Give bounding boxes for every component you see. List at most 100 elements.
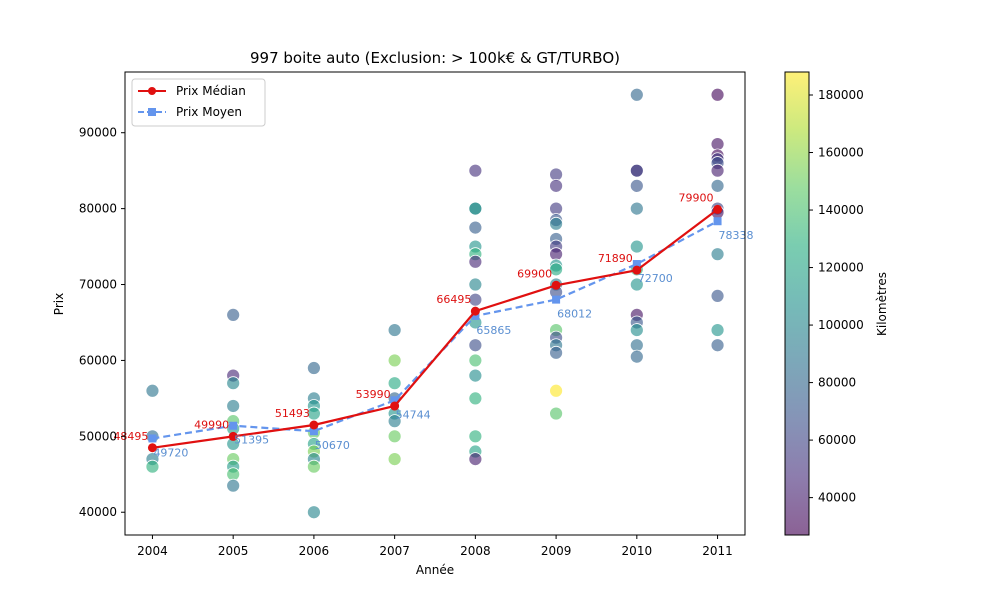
- y-tick-label: 80000: [79, 202, 117, 216]
- x-tick-label: 2011: [702, 544, 733, 558]
- colorbar-frame: [784, 71, 810, 536]
- scatter-point: [226, 376, 241, 391]
- scatter-point: [710, 163, 725, 178]
- scatter-point: [468, 391, 483, 406]
- median-marker: [390, 401, 400, 411]
- x-axis-title: Année: [416, 563, 454, 577]
- median-marker: [309, 420, 319, 430]
- colorbar-gradient: [785, 72, 809, 535]
- scatter-point: [549, 406, 563, 421]
- colorbar-ticks: 40000 60000 80000 100000 120000 140000 160000 1…: [809, 88, 864, 505]
- x-tick-label: 2008: [460, 544, 491, 558]
- scatter-point: [145, 383, 160, 398]
- mean-data-label: 50670: [315, 439, 350, 452]
- median-line: [152, 208, 719, 449]
- median-data-label: 48495: [113, 430, 148, 443]
- mean-marker: [390, 396, 399, 405]
- y-tick-label: 90000: [79, 126, 117, 140]
- mean-data-label: 78338: [719, 229, 754, 242]
- median-data-label: 49990: [194, 418, 229, 431]
- median-marker: [470, 306, 480, 316]
- median-marker: [713, 204, 723, 214]
- scatter-point: [549, 216, 563, 231]
- scatter-point: [710, 87, 725, 102]
- colorbar-tick-label: 120000: [818, 261, 864, 275]
- scatter-point: [468, 368, 483, 383]
- scatter-point: [468, 201, 483, 216]
- scatter-point: [307, 361, 321, 375]
- mean-marker: [632, 260, 641, 269]
- x-tick-label: 2007: [379, 544, 410, 558]
- colorbar-title: Kilomètres: [875, 272, 889, 336]
- mean-marker: [713, 217, 722, 226]
- scatter-point: [629, 277, 644, 292]
- median-data-label: 71890: [598, 252, 633, 265]
- scatter-point: [549, 345, 563, 360]
- colorbar-tick-label: 100000: [818, 318, 864, 332]
- scatter-point: [468, 163, 483, 178]
- scatter-point: [307, 459, 321, 474]
- y-tick-label: 40000: [79, 505, 117, 519]
- mean-data-label: 49720: [153, 446, 188, 459]
- scatter-point: [710, 338, 725, 353]
- legend-mean-marker: [148, 108, 156, 116]
- scatter-point: [226, 478, 241, 493]
- y-tick-label: 50000: [79, 429, 117, 443]
- scatter-point: [226, 307, 241, 322]
- scatter-point: [468, 353, 483, 368]
- median-data-label: 79900: [679, 191, 714, 204]
- mean-marker: [229, 421, 238, 430]
- legend-median-marker: [148, 87, 156, 95]
- legend: Prix Médian Prix Moyen: [131, 78, 266, 127]
- colorbar-tick-label: 60000: [818, 433, 856, 447]
- colorbar-tick-label: 140000: [818, 203, 864, 217]
- y-axis-title: Prix: [52, 293, 66, 315]
- data-labels: 48495 49990 51493 53990 66495 69900 71890 79900…: [113, 191, 753, 459]
- median-data-label: 66495: [436, 293, 471, 306]
- mean-marker: [148, 434, 157, 443]
- mean-data-label: 54744: [396, 408, 431, 421]
- scatter-point: [387, 353, 402, 368]
- y-tick-label: 60000: [79, 353, 117, 367]
- scatter-point: [629, 178, 644, 193]
- median-data-label: 69900: [517, 267, 552, 280]
- scatter-point: [307, 505, 321, 520]
- scatter-point: [710, 323, 725, 337]
- x-tick-label: 2005: [218, 544, 249, 558]
- colorbar-tick-label: 160000: [818, 146, 864, 160]
- median-marker: [551, 280, 561, 290]
- colorbar: 40000 60000 80000 100000 120000 140000 160000 1…: [784, 71, 889, 536]
- x-tick-label: 2006: [299, 544, 330, 558]
- scatter-point: [226, 399, 241, 413]
- y-axis: 40000 50000 60000 70000 80000 90000: [79, 126, 125, 519]
- scatter-point: [387, 376, 402, 391]
- median-data-label: 51493: [275, 407, 310, 420]
- scatter-point: [629, 201, 644, 216]
- colorbar-tick-label: 40000: [818, 491, 856, 505]
- mean-data-label: 72700: [638, 272, 673, 285]
- median-marker: [147, 443, 157, 453]
- scatter-point: [387, 452, 402, 466]
- colorbar-tick-label: 180000: [818, 88, 864, 102]
- median-marker: [632, 265, 642, 275]
- scatter-point: [710, 178, 725, 193]
- scatter-point: [629, 87, 644, 102]
- x-axis: 2004 2005 2006 2007 2008 2009 2010 2011: [137, 535, 733, 558]
- series-lines: [147, 204, 723, 453]
- mean-marker: [552, 295, 561, 304]
- scatter-point: [468, 292, 483, 307]
- mean-data-label: 51395: [234, 434, 269, 447]
- median-data-label: 53990: [356, 388, 391, 401]
- scatter-point: [468, 254, 483, 269]
- scatter-points: [145, 87, 725, 520]
- scatter-point: [549, 262, 563, 277]
- scatter-point: [629, 349, 644, 364]
- scatter-point: [710, 247, 725, 262]
- scatter-point: [629, 163, 644, 178]
- scatter-point: [629, 239, 644, 254]
- scatter-point: [468, 338, 483, 353]
- scatter-point: [710, 289, 725, 303]
- scatter-point: [468, 452, 483, 466]
- scatter-point: [387, 323, 402, 337]
